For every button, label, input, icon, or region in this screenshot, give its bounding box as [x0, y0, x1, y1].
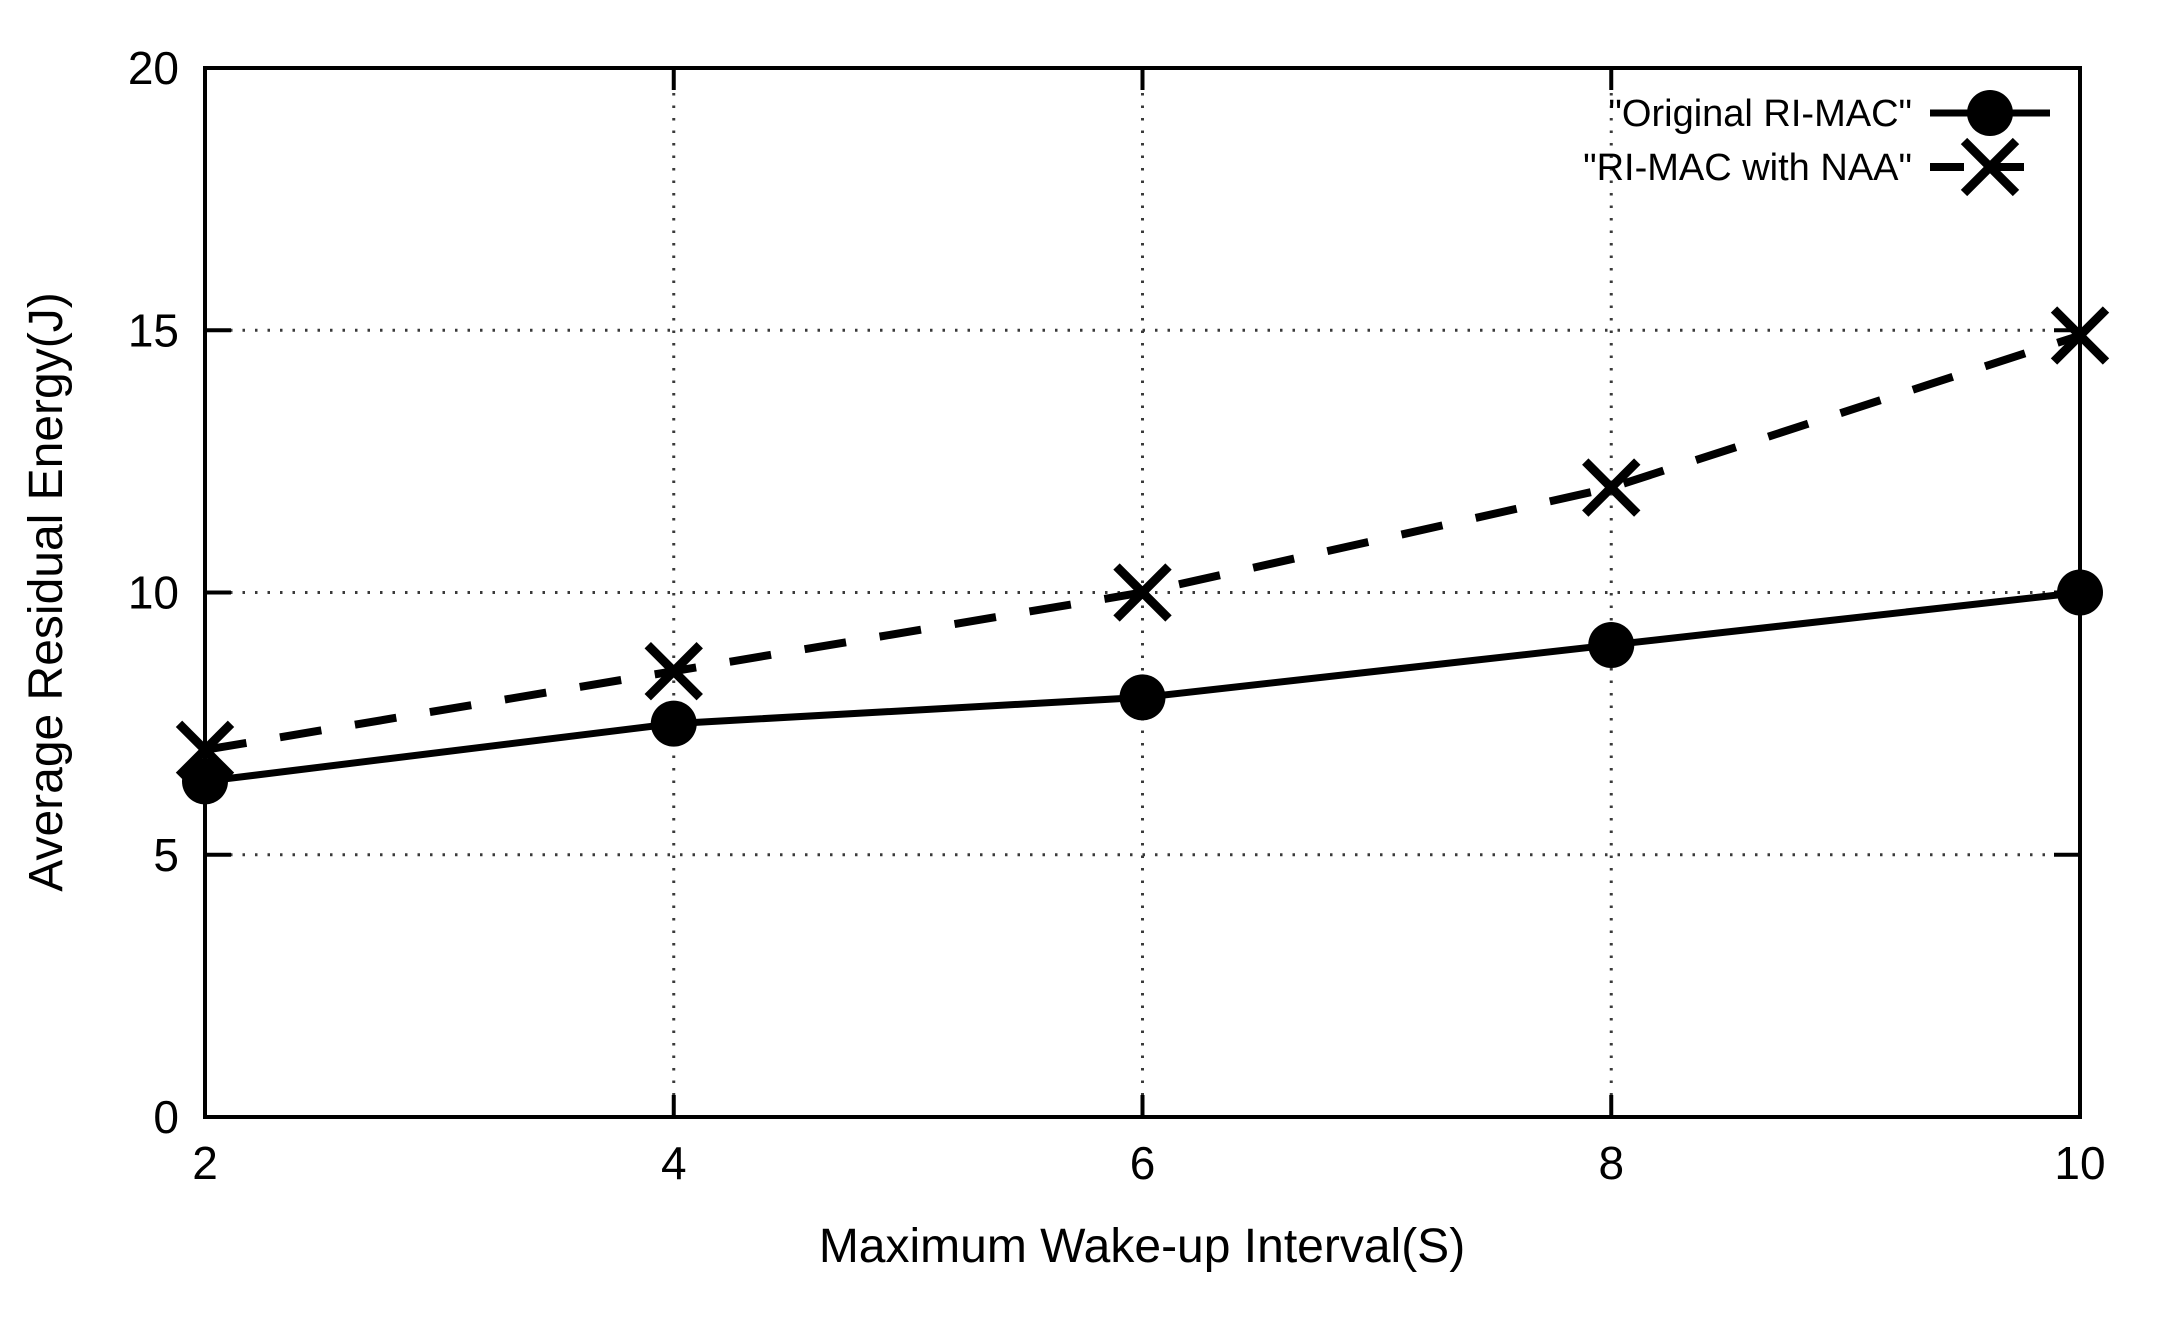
- x-tick-label: 6: [1130, 1137, 1156, 1189]
- series-0-marker-circle: [1588, 621, 1635, 668]
- series-1-marker-x: [644, 641, 703, 701]
- series-0: [182, 569, 2103, 805]
- series-0-marker-circle: [650, 700, 697, 747]
- series-0-marker-circle: [1119, 674, 1166, 721]
- series-1: [175, 306, 2110, 780]
- series-1-marker-x: [175, 720, 235, 780]
- legend: "Original RI-MAC" "RI-MAC with NAA": [1583, 90, 2050, 197]
- legend-marker-circle: [1967, 90, 2013, 136]
- y-tick-label: 20: [128, 42, 179, 94]
- legend-row: "RI-MAC with NAA": [1583, 137, 2050, 197]
- series-1-marker-x: [1582, 458, 1641, 517]
- legend-label: "RI-MAC with NAA": [1583, 147, 1912, 189]
- y-tick-label: 10: [128, 567, 179, 619]
- x-tick-label: 2: [192, 1137, 218, 1189]
- x-tick-label: 4: [661, 1137, 687, 1189]
- series-group: [175, 306, 2110, 805]
- series-1-marker-x: [2050, 306, 2110, 365]
- axis-tick-labels: 2 4 6 8 10 0 5 10 15 20: [128, 42, 2106, 1189]
- series-0-marker-circle: [2057, 569, 2103, 616]
- legend-row: "Original RI-MAC": [1608, 90, 2050, 136]
- y-axis-title: Average Residual Energy(J): [20, 292, 73, 891]
- legend-marker-x: [1960, 137, 2020, 197]
- y-tick-label: 5: [153, 829, 179, 881]
- x-tick-label: 10: [2054, 1137, 2105, 1189]
- series-0-marker-circle: [182, 758, 228, 805]
- y-tick-label: 0: [153, 1091, 179, 1143]
- x-axis-title: Maximum Wake-up Interval(S): [819, 1220, 1465, 1273]
- legend-label: "Original RI-MAC": [1608, 93, 1912, 135]
- y-tick-label: 15: [128, 304, 179, 356]
- x-tick-label: 8: [1598, 1137, 1624, 1189]
- series-1-marker-x: [1113, 563, 1172, 622]
